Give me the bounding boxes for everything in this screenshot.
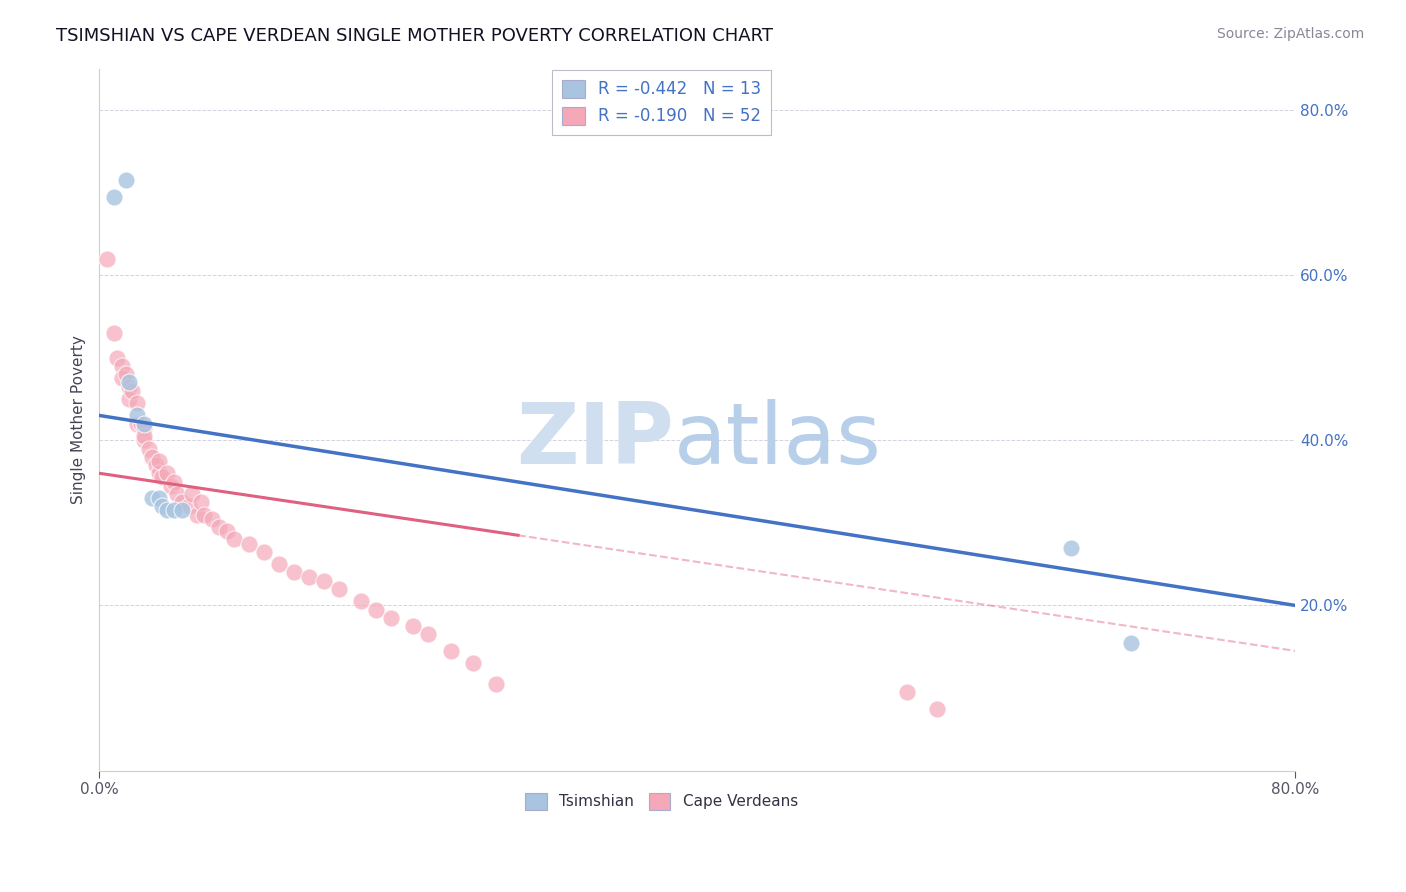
Text: atlas: atlas [673,399,882,483]
Point [440,644,463,658]
Point [129,417,152,431]
Point [312,574,335,588]
Point [115,173,138,187]
Point [134,434,156,448]
Point [463,657,485,671]
Point [118,392,141,406]
Point [925,702,948,716]
Point [350,594,373,608]
Point [402,619,425,633]
Point [150,470,173,484]
Point [118,379,141,393]
Point [222,533,245,547]
Point [328,582,350,596]
Point [125,417,148,431]
Point [179,500,201,514]
Point [190,495,212,509]
Point [121,384,143,398]
Point [253,545,276,559]
Point [267,557,290,571]
Point [181,487,204,501]
Point [134,417,156,431]
Point [298,569,321,583]
Point [208,520,231,534]
Point [418,627,440,641]
Point [166,487,188,501]
Text: Source: ZipAtlas.com: Source: ZipAtlas.com [1216,27,1364,41]
Point [118,376,141,390]
Point [125,396,148,410]
Point [134,421,156,435]
Point [238,536,260,550]
Point [193,508,215,522]
Point [148,491,170,505]
Point [283,566,305,580]
Point [186,508,208,522]
Point [163,503,186,517]
Point [111,359,134,373]
Point [1119,635,1142,649]
Point [215,524,238,538]
Point [170,495,193,509]
Point [485,677,508,691]
Point [111,371,134,385]
Point [156,503,179,517]
Point [148,454,170,468]
Point [141,450,163,464]
Point [200,512,222,526]
Point [1060,541,1083,555]
Point [150,500,173,514]
Point [170,503,193,517]
Point [141,491,163,505]
Y-axis label: Single Mother Poverty: Single Mother Poverty [72,335,86,504]
Point [163,475,186,489]
Point [96,252,118,266]
Text: TSIMSHIAN VS CAPE VERDEAN SINGLE MOTHER POVERTY CORRELATION CHART: TSIMSHIAN VS CAPE VERDEAN SINGLE MOTHER … [56,27,773,45]
Point [145,458,167,472]
Point [138,442,160,456]
Point [364,602,387,616]
Legend: Tsimshian, Cape Verdeans: Tsimshian, Cape Verdeans [519,787,804,815]
Point [896,685,918,699]
Point [148,467,170,481]
Point [103,326,125,340]
Point [156,467,179,481]
Point [134,429,156,443]
Point [103,189,125,203]
Point [125,409,148,423]
Text: ZIP: ZIP [516,399,673,483]
Point [115,367,138,381]
Point [160,478,183,492]
Point [380,611,402,625]
Point [105,351,128,365]
